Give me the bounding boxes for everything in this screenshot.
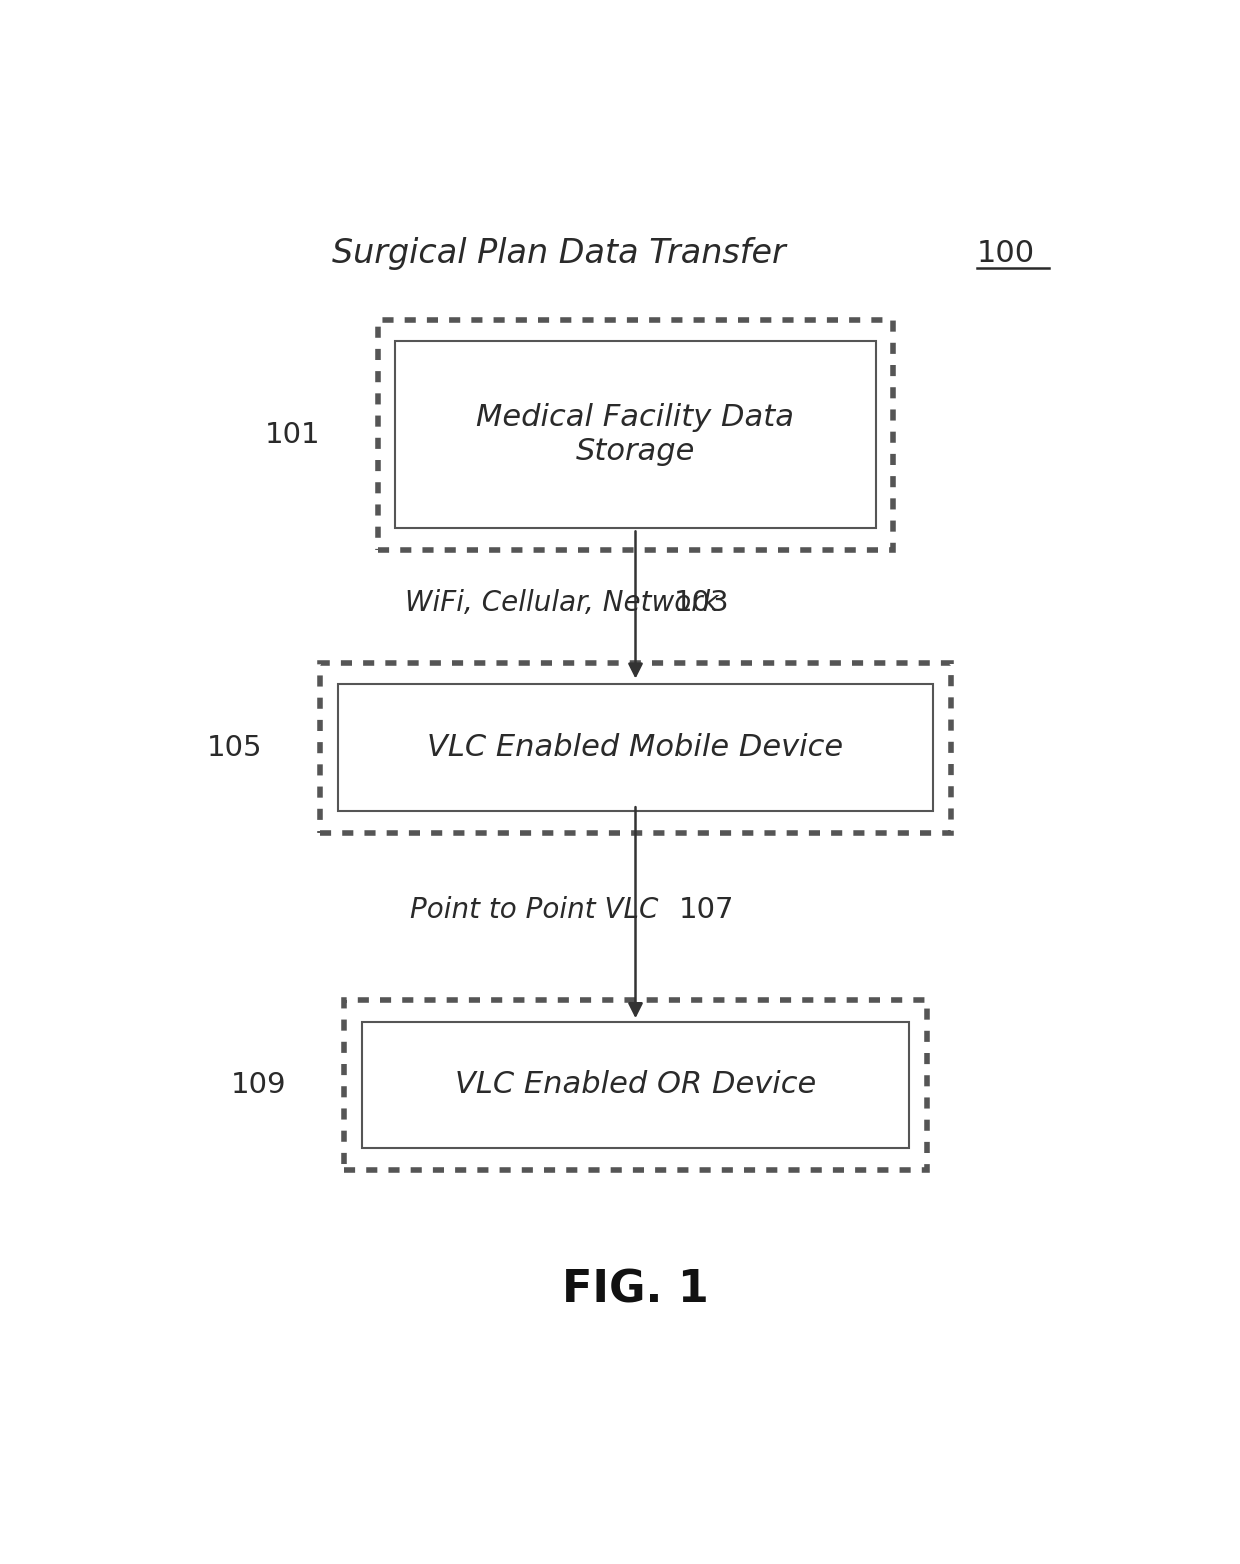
Bar	[396, 341, 875, 529]
Bar	[362, 1021, 909, 1148]
Text: 105: 105	[207, 734, 263, 762]
Text: VLC Enabled OR Device: VLC Enabled OR Device	[455, 1070, 816, 1099]
Text: Surgical Plan Data Transfer: Surgical Plan Data Transfer	[332, 238, 785, 271]
Bar	[320, 663, 951, 832]
Text: WiFi, Cellular, Network: WiFi, Cellular, Network	[404, 590, 719, 618]
Text: VLC Enabled Mobile Device: VLC Enabled Mobile Device	[428, 734, 843, 762]
Text: FIG. 1: FIG. 1	[562, 1268, 709, 1311]
Bar	[337, 685, 934, 810]
Bar	[345, 999, 926, 1170]
Text: 101: 101	[264, 421, 320, 449]
Text: 103: 103	[675, 590, 729, 618]
Text: 109: 109	[231, 1071, 286, 1099]
Text: 107: 107	[678, 896, 734, 924]
Bar	[378, 319, 893, 549]
Text: Medical Facility Data
Storage: Medical Facility Data Storage	[476, 404, 795, 466]
Text: Point to Point VLC: Point to Point VLC	[409, 896, 658, 924]
Text: 100: 100	[977, 239, 1034, 269]
